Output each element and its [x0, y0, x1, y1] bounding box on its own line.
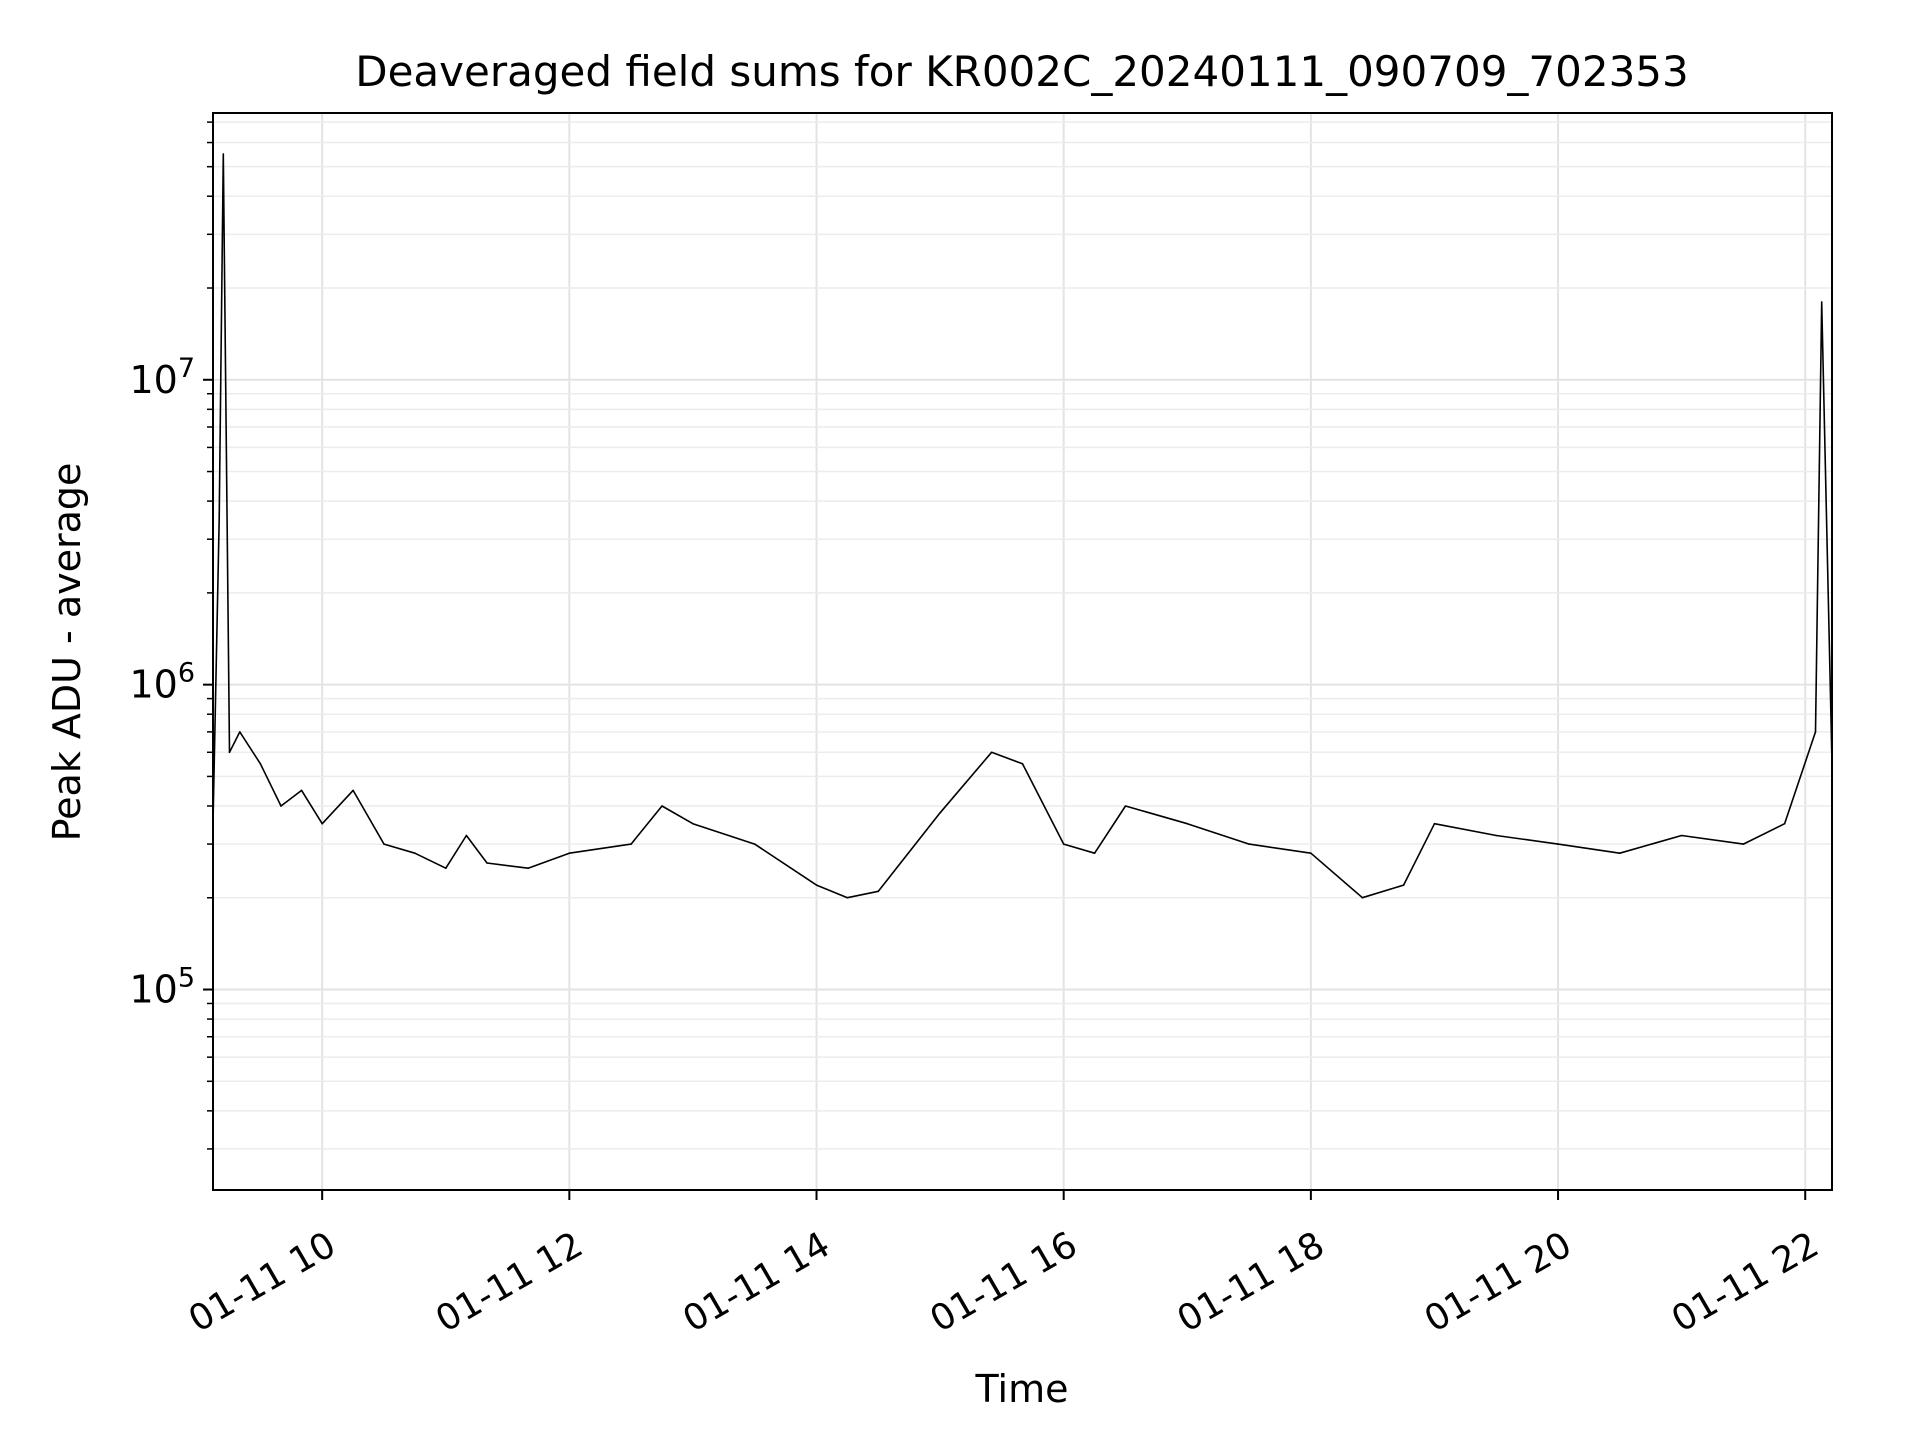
- data-point: [218, 518, 220, 520]
- data-point: [300, 789, 303, 792]
- x-tick-label: 01-11 10: [182, 1224, 343, 1340]
- data-point: [1310, 852, 1312, 854]
- x-tick-labels: 01-11 10 01-11 12 01-11 14 01-11 16 01-11 18…: [182, 1224, 1826, 1340]
- data-point: [939, 812, 941, 814]
- data-point: [1742, 843, 1745, 845]
- data-point: [753, 843, 756, 845]
- data-point: [259, 763, 262, 765]
- data-point: [1433, 822, 1436, 825]
- plot-background: [213, 113, 1832, 1190]
- series-layer: [212, 153, 1833, 899]
- data-point: [1361, 896, 1364, 899]
- data-point: [1062, 843, 1065, 845]
- data-point: [445, 867, 447, 869]
- chart-title: Deaveraged field sums for KR002C_2024011…: [355, 47, 1689, 96]
- data-point: [1248, 843, 1250, 845]
- data-point: [1124, 805, 1127, 807]
- data-point: [1186, 822, 1189, 825]
- data-point: [661, 805, 663, 807]
- x-axis-label: Time: [975, 1367, 1069, 1411]
- data-point: [692, 822, 694, 825]
- x-tick-label: 01-11 12: [429, 1224, 590, 1340]
- data-point: [1680, 834, 1683, 837]
- y-tick-label: 106: [129, 658, 195, 707]
- data-point: [280, 805, 282, 807]
- data-point: [1021, 763, 1024, 765]
- x-tick-label: 01-11 18: [1171, 1224, 1332, 1340]
- data-point: [222, 153, 225, 155]
- x-tick-label: 01-11 22: [1665, 1224, 1826, 1340]
- x-tick-label: 01-11 20: [1418, 1224, 1579, 1340]
- x-tick-label: 01-11 14: [676, 1224, 837, 1340]
- grid-lines: [213, 113, 1832, 1190]
- data-point: [1820, 301, 1823, 303]
- y-tick-label: 105: [129, 963, 195, 1012]
- data-point: [414, 852, 416, 854]
- data-point: [1814, 731, 1817, 733]
- y-axis-label: Peak ADU - average: [45, 463, 89, 842]
- data-point: [321, 822, 324, 825]
- data-point: [527, 867, 529, 869]
- data-point: [568, 852, 571, 854]
- tick-marks: [203, 121, 1807, 1200]
- data-point: [815, 884, 818, 886]
- data-point: [1093, 852, 1096, 854]
- data-point: [1402, 884, 1405, 886]
- data-point: [1619, 852, 1621, 854]
- data-point: [239, 731, 241, 733]
- data-point: [352, 789, 354, 792]
- data-point: [990, 751, 993, 754]
- y-tick-labels: 105 106 107: [129, 353, 195, 1012]
- data-point: [877, 890, 880, 893]
- x-tick-label: 01-11 16: [924, 1224, 1085, 1340]
- data-point: [1495, 834, 1498, 837]
- y-tick-label: 107: [129, 353, 195, 402]
- data-point: [465, 834, 468, 837]
- data-point: [228, 751, 231, 754]
- data-point: [1557, 843, 1559, 845]
- data-point: [486, 862, 488, 864]
- plot-frame: [212, 112, 1833, 1191]
- data-point: [630, 843, 632, 845]
- data-point: [383, 843, 385, 845]
- data-point: [846, 896, 849, 899]
- data-point: [1783, 822, 1786, 825]
